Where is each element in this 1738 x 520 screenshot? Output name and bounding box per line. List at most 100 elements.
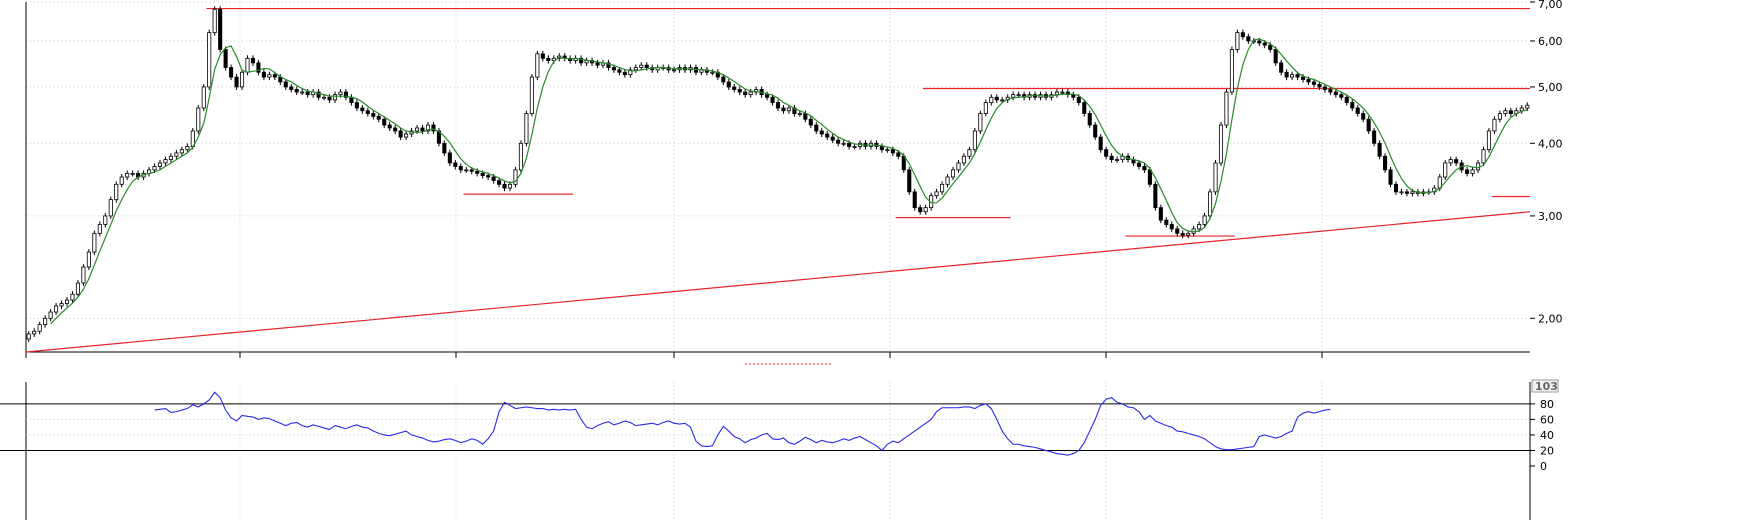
candle-body-84 — [486, 175, 491, 178]
candle-body-130 — [737, 89, 742, 93]
candle-body-242 — [1350, 102, 1355, 109]
candle-body-63 — [371, 113, 376, 117]
moving-average-line — [50, 38, 1528, 325]
candle-body-189 — [1060, 91, 1065, 94]
candle-body-265 — [1476, 162, 1481, 171]
candle-body-147 — [830, 136, 835, 141]
candle-body-37 — [229, 67, 234, 78]
candle-body-159 — [896, 152, 901, 157]
candle-body-92 — [529, 76, 534, 114]
candle-body-203 — [1136, 162, 1141, 167]
candle-body-164 — [923, 207, 928, 213]
candle-body-207 — [1158, 207, 1163, 221]
candle-body-17 — [119, 176, 124, 185]
candle-body-139 — [786, 107, 791, 112]
candle-body-27 — [174, 152, 179, 157]
candle-body-259 — [1443, 162, 1448, 178]
candle-body-90 — [518, 142, 523, 171]
candle-body-78 — [453, 162, 458, 167]
candle-body-239 — [1333, 91, 1338, 96]
candle-body-226 — [1262, 42, 1267, 46]
candle-body-89 — [513, 169, 518, 185]
candle-body-54 — [322, 96, 327, 99]
candle-body-205 — [1147, 169, 1152, 185]
candle-body-66 — [387, 124, 392, 129]
candle-body-216 — [1208, 191, 1213, 217]
candle-body-12 — [92, 232, 97, 253]
candle-body-109 — [622, 71, 627, 76]
candle-body-40 — [245, 57, 250, 73]
oscillator-line-0 — [154, 391, 1331, 456]
candle-body-136 — [770, 96, 775, 103]
candle-body-171 — [961, 155, 966, 164]
candle-body-227 — [1268, 44, 1273, 50]
candle-body-91 — [524, 113, 529, 144]
price-candles — [26, 6, 1530, 343]
candle-body-211 — [1180, 232, 1185, 236]
price-ytick-label-2: 4,00 — [1538, 137, 1563, 150]
candle-body-50 — [300, 91, 305, 94]
candle-body-87 — [502, 183, 507, 189]
candle-body-68 — [398, 130, 403, 138]
candle-body-13 — [97, 224, 102, 234]
candle-body-39 — [239, 71, 245, 88]
candle-body-253 — [1410, 191, 1415, 194]
price-ytick-label-3: 5,00 — [1538, 81, 1563, 94]
candle-body-71 — [414, 127, 420, 132]
candle-body-76 — [442, 142, 447, 154]
candle-body-269 — [1497, 113, 1502, 120]
candle-body-244 — [1361, 113, 1366, 120]
candle-body-233 — [1300, 76, 1306, 80]
candle-body-29 — [185, 146, 190, 151]
candle-body-245 — [1366, 118, 1371, 132]
candle-body-23 — [152, 166, 157, 171]
candle-body-167 — [940, 183, 945, 193]
candle-body-7 — [64, 299, 70, 304]
candle-body-267 — [1486, 130, 1492, 151]
candle-body-135 — [765, 94, 770, 98]
candle-body-111 — [633, 67, 638, 71]
candle-body-26 — [168, 155, 173, 160]
candle-body-42 — [256, 62, 261, 73]
candle-body-35 — [218, 8, 223, 50]
candle-body-263 — [1465, 169, 1470, 174]
candle-body-193 — [1082, 102, 1087, 114]
candle-body-146 — [825, 133, 830, 138]
price-axis: 2,00 3,00 4,00 5,00 6,00 7,00 — [1530, 0, 1563, 325]
candle-body-143 — [808, 118, 813, 126]
candle-body-108 — [617, 69, 622, 73]
candle-body-271 — [1508, 110, 1513, 114]
candle-body-209 — [1169, 224, 1174, 230]
candle-body-62 — [365, 110, 370, 114]
candle-body-65 — [382, 118, 387, 126]
candle-body-181 — [1016, 94, 1021, 97]
candle-body-127 — [721, 76, 726, 83]
candle-body-157 — [885, 149, 890, 152]
candle-body-138 — [781, 107, 786, 112]
candle-body-58 — [343, 91, 348, 98]
candle-body-53 — [316, 91, 321, 98]
candle-body-77 — [447, 152, 452, 164]
candle-body-128 — [726, 81, 731, 88]
candle-body-194 — [1087, 113, 1092, 126]
candle-body-234 — [1306, 79, 1311, 83]
osc-ytick-label-0: 0 — [1540, 460, 1547, 473]
moving-average-layer — [50, 38, 1528, 325]
candle-body-33 — [207, 32, 212, 88]
candle-body-34 — [212, 8, 217, 34]
candle-body-219 — [1224, 91, 1229, 126]
candle-body-249 — [1388, 169, 1393, 185]
candle-body-250 — [1393, 183, 1399, 193]
candle-body-169 — [950, 169, 956, 178]
candle-body-145 — [819, 130, 824, 135]
candle-body-113 — [644, 64, 649, 68]
candle-body-180 — [1011, 94, 1016, 98]
candle-body-214 — [1197, 224, 1202, 230]
candle-body-148 — [836, 139, 841, 144]
oscillator-axis: 0 20 40 60 80 103 — [1529, 379, 1559, 520]
candle-body-236 — [1317, 84, 1322, 88]
candle-body-38 — [234, 76, 239, 88]
oscillator-lines — [154, 391, 1331, 456]
candle-body-60 — [354, 102, 359, 109]
candle-body-229 — [1279, 62, 1284, 73]
